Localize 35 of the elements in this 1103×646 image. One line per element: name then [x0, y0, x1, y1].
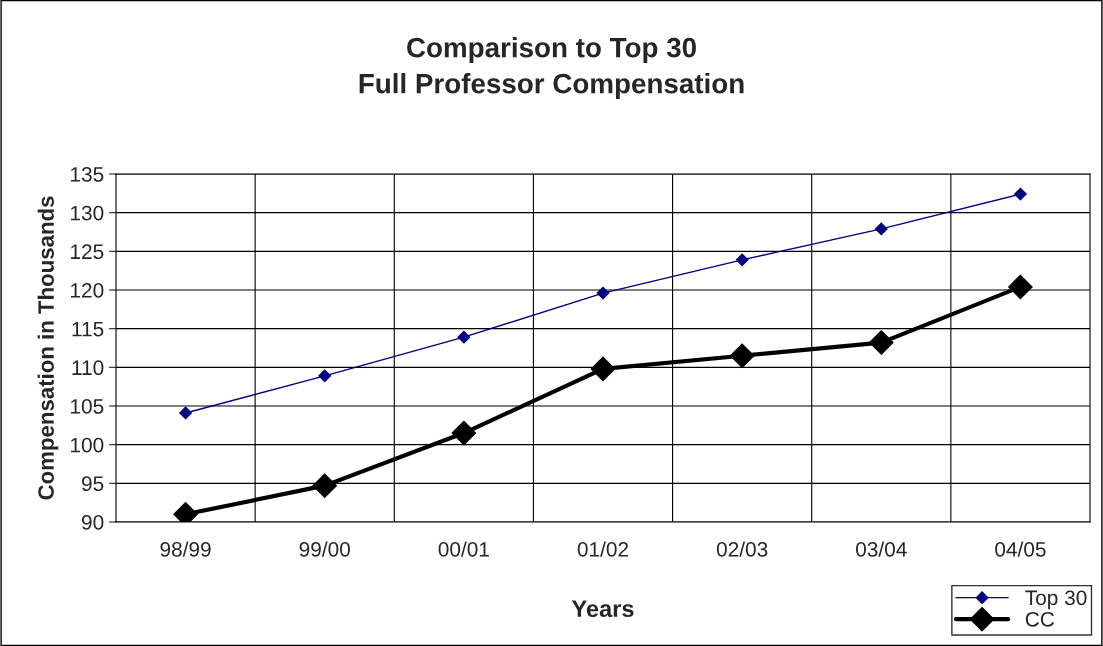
point [590, 356, 616, 382]
point [874, 222, 888, 236]
x-tick-label: 02/03 [716, 541, 768, 557]
point [451, 420, 477, 446]
y-axis-title: Compensation in Thousands [37, 196, 59, 500]
point [735, 253, 749, 267]
point [318, 369, 332, 383]
x-tick-label: 04/05 [995, 541, 1046, 557]
y-tick-label: 115 [72, 321, 104, 337]
y-tick-label: 100 [71, 437, 104, 453]
y-tick-label: 95 [82, 476, 104, 492]
y-tick-label: 130 [71, 205, 104, 221]
x-tick-label: 00/01 [438, 541, 489, 557]
x-tick-label: 98/99 [160, 541, 211, 557]
legend-label: Top 30 [1025, 590, 1087, 610]
point [179, 406, 192, 420]
y-tick-label: 135 [71, 167, 104, 182]
x-tick-label: 99/00 [299, 541, 350, 557]
y-tick-label: 90 [82, 515, 104, 530]
y-tick-label: 110 [72, 360, 104, 376]
point [457, 330, 471, 344]
x-axis-title: Years [571, 600, 634, 618]
x-tick-label: 03/04 [856, 541, 907, 557]
point [312, 473, 338, 498]
y-tick-label: 125 [71, 244, 104, 260]
x-tick-label: 01/02 [577, 541, 629, 557]
point [1014, 187, 1027, 201]
point [596, 286, 610, 300]
y-tick-label: 105 [71, 399, 104, 414]
chart-title: Comparison to Top 30 Full Professor Compensation [359, 37, 744, 99]
point [729, 343, 755, 369]
point [868, 330, 894, 355]
legend-label: CC [1025, 611, 1055, 627]
y-tick-label: 120 [71, 283, 104, 298]
point [1008, 274, 1033, 300]
